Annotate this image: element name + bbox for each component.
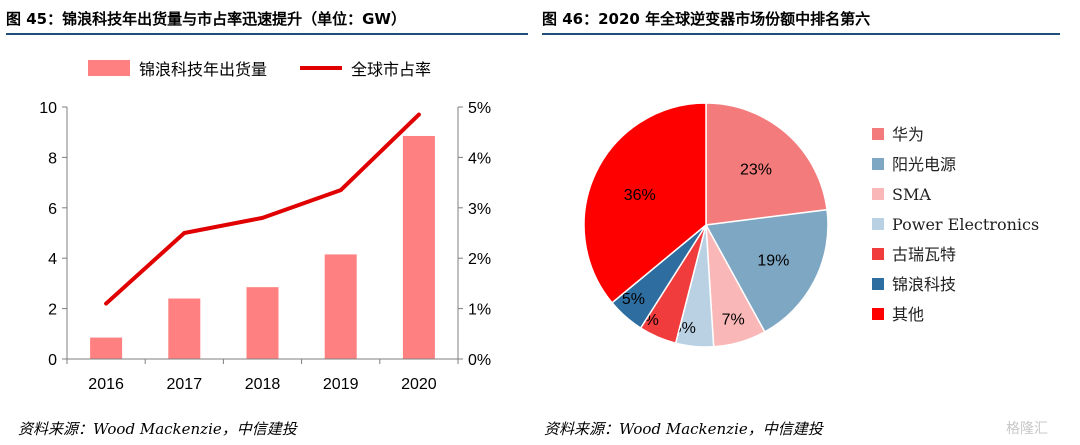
- source-note-left: 资料来源：Wood Mackenzie，中信建投: [18, 420, 297, 438]
- pie-legend-swatch: [872, 128, 884, 140]
- pie-legend-swatch: [872, 248, 884, 260]
- left-tick-label: 6: [48, 201, 57, 218]
- x-tick-label: 2020: [401, 376, 437, 393]
- left-tick-label: 8: [48, 150, 57, 167]
- right-tick-label: 0%: [468, 352, 491, 369]
- bar-shipment-2017: [168, 298, 201, 359]
- pie-legend-swatch: [872, 158, 884, 170]
- pie-legend-swatch: [872, 188, 884, 200]
- right-tick-label: 4%: [468, 150, 491, 167]
- pie-legend-label: 古瑞瓦特: [892, 245, 956, 264]
- right-tick-label: 2%: [468, 251, 491, 268]
- x-tick-label: 2017: [167, 376, 203, 393]
- watermark-logo: 格隆汇: [1006, 421, 1048, 437]
- pie-legend-swatch: [872, 308, 884, 320]
- title-underline-left: [6, 33, 528, 35]
- title-underline-right: [542, 33, 1060, 35]
- x-tick-label: 2016: [88, 376, 124, 393]
- pie-legend-label: SMA: [892, 185, 931, 204]
- pie-legend-label: Power Electronics: [892, 215, 1039, 234]
- left-tick-label: 4: [48, 251, 57, 268]
- left-tick-label: 0: [48, 352, 57, 369]
- figure-46-title: 图 46：2020 年全球逆变器市场份额中排名第六: [542, 10, 871, 28]
- pie-slice-label: 36%: [624, 187, 656, 204]
- line-market-share: [104, 112, 421, 306]
- pie-slice-1: [704, 208, 829, 333]
- pie-slice-label: 7%: [722, 312, 745, 329]
- pie-legend-label: 锦浪科技: [892, 275, 956, 294]
- pie-legend-label: 阳光电源: [892, 155, 956, 174]
- figure-45-title: 图 45：锦浪科技年出货量与市占率迅速提升（单位：GW）: [6, 10, 406, 28]
- pie-legend-swatch: [872, 218, 884, 230]
- right-tick-label: 5%: [468, 100, 491, 117]
- x-tick-label: 2019: [323, 376, 359, 393]
- right-tick-label: 1%: [468, 302, 491, 319]
- pie-legend-label: 华为: [892, 125, 924, 144]
- pie-slice-0: [705, 102, 828, 226]
- bar-shipment-2016: [90, 337, 123, 359]
- pie-slice-6: [583, 102, 707, 304]
- left-tick-label: 10: [39, 100, 57, 117]
- bar-shipment-2018: [246, 287, 279, 359]
- pie-legend-swatch: [872, 278, 884, 290]
- x-tick-label: 2018: [245, 376, 281, 393]
- right-tick-label: 3%: [468, 201, 491, 218]
- legend-label-shipments: 锦浪科技年出货量: [139, 60, 267, 79]
- pie-legend-label: 其他: [892, 305, 924, 324]
- legend-swatch-shipments: [88, 60, 130, 76]
- left-tick-label: 2: [48, 302, 57, 319]
- bar-shipment-2019: [324, 254, 357, 359]
- legend-label-market-share: 全球市占率: [351, 60, 431, 79]
- pie-slice-label: 5%: [622, 291, 645, 308]
- pie-slice-label: 23%: [740, 161, 772, 178]
- source-note-right: 资料来源：Wood Mackenzie，中信建投: [544, 420, 823, 438]
- bar-shipment-2020: [402, 135, 435, 359]
- pie-slice-label: 19%: [757, 252, 789, 269]
- shipment-share-combo-chart: 锦浪科技年出货量 全球市占率 0 2 4 6 8 10 0% 1% 2% 3% 4% 5% 2016 2017…: [39, 60, 491, 393]
